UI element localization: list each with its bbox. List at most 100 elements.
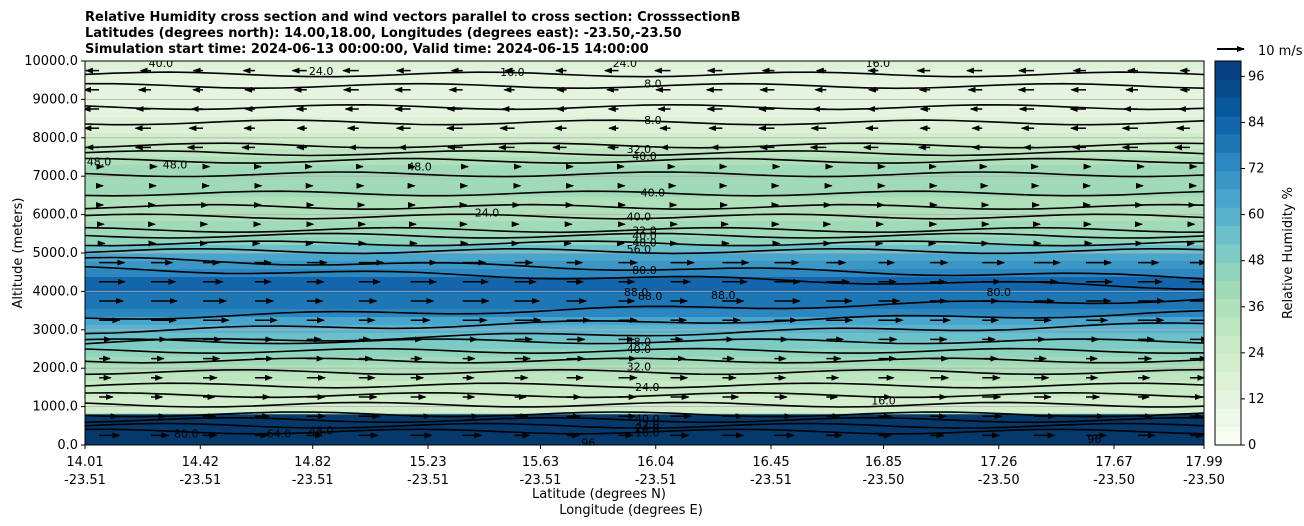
contour-line — [85, 232, 1204, 239]
contour-lines-layer — [85, 71, 1204, 435]
x-tick-label-lat: 14.01 — [66, 455, 103, 470]
rh-fill-layer — [85, 61, 1204, 445]
rh-band — [85, 93, 1204, 102]
colorbar-swatch — [1215, 189, 1241, 208]
rh-band — [85, 405, 1204, 414]
x-tick-label-lat: 14.82 — [294, 455, 331, 470]
contour-line — [85, 338, 1204, 345]
colorbar-swatch — [1215, 408, 1241, 428]
rh-band — [85, 149, 1204, 158]
x-tick-label-lon: -23.51 — [292, 473, 334, 488]
rh-band — [85, 341, 1204, 350]
contour-label: 24.0 — [475, 206, 500, 219]
x-tick-label-lon: -23.51 — [635, 473, 677, 488]
rh-band — [85, 301, 1204, 310]
contour-line — [85, 119, 1204, 126]
contour-label: 16.0 — [635, 426, 660, 439]
contour-line — [85, 368, 1204, 376]
colorbar-tick-label: 48 — [1248, 254, 1265, 269]
contour-label: 48.0 — [163, 159, 188, 172]
contour-label: 32.0 — [632, 224, 657, 237]
rh-band — [85, 309, 1204, 318]
rh-band — [85, 181, 1204, 190]
rh-band — [85, 349, 1204, 358]
contour-line — [85, 265, 1204, 291]
contour-label: 32.0 — [635, 418, 660, 431]
colorbar-swatch — [1215, 317, 1241, 336]
contour-label: 88.0 — [624, 286, 649, 299]
contour-label: 8.0 — [644, 114, 662, 127]
x-axis: 14.01 -23.51 14.42 -23.51 14.82 -23.51 15.23 -2… — [64, 445, 1225, 488]
x-tick-label-lat: 15.63 — [522, 455, 559, 470]
rh-band — [85, 285, 1204, 294]
x-tick-label-lat: 17.99 — [1185, 455, 1222, 470]
x-tick-label-lon: -23.51 — [520, 473, 562, 488]
colorbar-swatch — [1215, 207, 1241, 227]
contour-label: 48.0 — [627, 336, 652, 349]
contour-label: 80.0 — [174, 427, 199, 440]
colorbar-tick-label: 24 — [1248, 346, 1265, 361]
contour-label: 16.0 — [866, 57, 891, 70]
contour-label: 48.0 — [407, 161, 432, 174]
rh-band — [85, 165, 1204, 174]
colorbar-swatch — [1215, 243, 1241, 263]
colorbar-swatch — [1215, 298, 1241, 318]
colorbar-swatch — [1215, 280, 1241, 300]
chart-title-line-1: Relative Humidity cross section and wind… — [85, 10, 741, 25]
rh-band — [85, 69, 1204, 78]
contour-label: 40.0 — [641, 186, 666, 199]
rh-band — [85, 397, 1204, 406]
contour-label: 32.0 — [627, 361, 652, 374]
rh-band — [85, 269, 1204, 278]
colorbar-swatch — [1215, 134, 1241, 153]
rh-band — [85, 381, 1204, 390]
rh-band — [85, 205, 1204, 214]
contour-line — [85, 213, 1204, 220]
contour-line — [85, 382, 1204, 389]
colorbar-tick-label: 36 — [1248, 300, 1265, 315]
contour-line — [85, 171, 1204, 178]
colorbar-swatch — [1215, 79, 1241, 99]
contour-label: 8.0 — [644, 78, 662, 91]
contour-line — [85, 401, 1204, 408]
rh-band — [85, 293, 1204, 302]
colorbar: 0 12 24 36 48 60 72 84 96 — [1214, 60, 1265, 453]
contour-label: 88.0 — [638, 290, 663, 303]
contour-label: 88.0 — [711, 289, 736, 302]
contour-line — [85, 226, 1204, 234]
x-tick-label-lon: -23.50 — [1183, 473, 1225, 488]
rh-band — [85, 221, 1204, 230]
colorbar-swatch — [1215, 152, 1241, 172]
colorbar-swatch — [1215, 371, 1241, 391]
y-tick-label: 1000.0 — [33, 400, 79, 415]
x-axis-label-longitude: Longitude (degrees E) — [559, 503, 703, 518]
rh-band — [85, 197, 1204, 206]
rh-band — [85, 277, 1204, 286]
contour-label: 80.0 — [632, 264, 657, 277]
contour-line — [85, 190, 1204, 197]
colorbar-swatch — [1215, 390, 1241, 409]
rh-band — [85, 357, 1204, 366]
rh-band — [85, 237, 1204, 246]
x-tick-label-lon: -23.50 — [863, 473, 905, 488]
x-tick-label-lon: -23.51 — [179, 473, 221, 488]
contour-label: 24.0 — [613, 57, 638, 70]
contour-label: 40.0 — [627, 211, 652, 224]
x-tick-label-lon: -23.51 — [750, 473, 792, 488]
colorbar-swatch — [1215, 426, 1241, 446]
colorbar-tick-label: 96 — [1248, 69, 1265, 84]
contour-label: 40.0 — [632, 230, 657, 243]
contour-line — [85, 309, 1204, 335]
wind-vectors-layer — [85, 67, 1204, 439]
x-tick-label-lon: -23.50 — [1093, 473, 1135, 488]
x-tick-label-lat: 16.45 — [752, 455, 789, 470]
y-tick-label: 4000.0 — [33, 284, 79, 299]
contour-label: 64.0 — [267, 427, 292, 440]
contour-label: 48.0 — [632, 237, 657, 250]
colorbar-tick-label: 84 — [1248, 115, 1265, 130]
contour-line — [85, 422, 1204, 429]
rh-band — [85, 373, 1204, 382]
contour-label: 48.0 — [309, 424, 334, 437]
wind-reference-label: 10 m/s — [1258, 44, 1303, 59]
